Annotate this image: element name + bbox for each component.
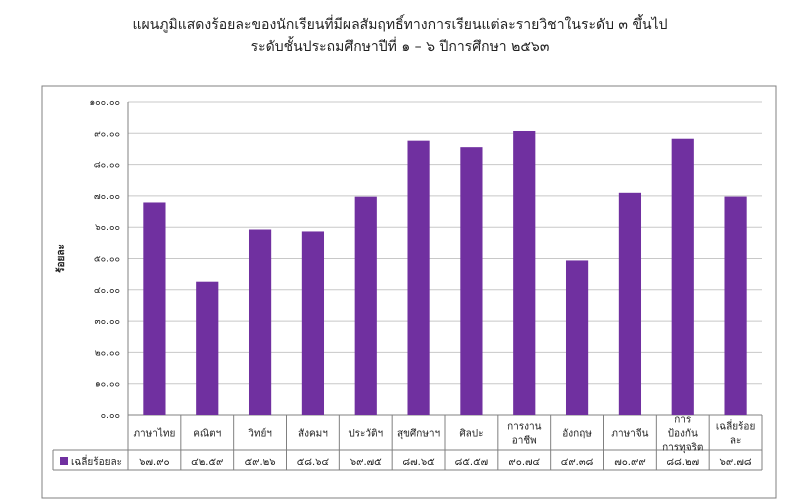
bar bbox=[460, 147, 483, 415]
value-label: ๖๙.๗๕ bbox=[350, 457, 382, 468]
category-label: การทุจริต bbox=[662, 443, 703, 454]
value-label: ๘๕.๕๗ bbox=[455, 457, 489, 468]
value-label: ๕๘.๖๔ bbox=[297, 457, 330, 468]
category-label: การ bbox=[674, 415, 692, 426]
y-tick-label: ๗๐.๐๐ bbox=[94, 192, 120, 202]
value-label: ๘๗.๖๕ bbox=[402, 457, 435, 468]
value-label: ๖๙.๗๘ bbox=[720, 457, 752, 468]
bar bbox=[354, 196, 377, 415]
category-label: ป้องกัน bbox=[668, 428, 698, 440]
category-label: ศิลปะ bbox=[459, 429, 483, 440]
y-tick-label: ๔๐.๐๐ bbox=[94, 286, 120, 296]
bar bbox=[724, 196, 747, 415]
y-tick-label: ๓๐.๐๐ bbox=[95, 317, 121, 327]
category-label: ละ bbox=[730, 436, 742, 447]
category-label: สังคมฯ bbox=[298, 429, 328, 440]
category-label: อังกฤษ bbox=[562, 429, 592, 440]
category-label: ประวัติฯ bbox=[348, 429, 383, 440]
y-tick-label: ๐.๐๐ bbox=[101, 411, 120, 421]
legend-swatch bbox=[60, 457, 68, 465]
legend-label: เฉลี่ยร้อยละ bbox=[71, 454, 122, 468]
category-label: ภาษาไทย bbox=[133, 428, 175, 440]
category-label: เฉลี่ยร้อย bbox=[716, 419, 755, 433]
y-tick-label: ๑๐๐.๐๐ bbox=[89, 98, 120, 108]
chart-frame bbox=[41, 85, 777, 499]
value-label: ๙๐.๗๔ bbox=[508, 457, 540, 468]
category-label: สุขศึกษาฯ bbox=[397, 428, 440, 440]
category-label: วิทย์ฯ bbox=[248, 428, 272, 440]
value-label: ๔๙.๓๘ bbox=[561, 457, 594, 468]
bar bbox=[143, 202, 166, 415]
category-label: ภาษาจีน bbox=[611, 428, 648, 440]
bar bbox=[407, 140, 430, 415]
bar bbox=[196, 281, 219, 415]
category-label: การงาน bbox=[507, 422, 542, 433]
bar bbox=[248, 229, 272, 415]
y-tick-label: ๖๐.๐๐ bbox=[95, 223, 120, 233]
bar bbox=[671, 138, 694, 415]
bar bbox=[565, 260, 589, 415]
y-tick-label: ๙๐.๐๐ bbox=[94, 129, 120, 139]
chart-title-line-2: ระดับชั้นประถมศึกษาปีที่ ๑ – ๖ ปีการศึกษ… bbox=[250, 39, 550, 55]
bar bbox=[513, 130, 536, 415]
value-label: ๕๙.๒๖ bbox=[245, 457, 276, 468]
value-label: ๖๗.๙๐ bbox=[139, 457, 169, 468]
category-label: อาชีพ bbox=[512, 435, 537, 447]
bar bbox=[618, 192, 642, 415]
value-label: ๔๒.๕๙ bbox=[191, 457, 223, 468]
chart-title-line-1: แผนภูมิแสดงร้อยละของนักเรียนที่มีผลสัมฤท… bbox=[132, 17, 668, 33]
bar bbox=[301, 231, 325, 415]
value-label: ๗๐.๙๙ bbox=[614, 457, 645, 468]
y-axis-label: ร้อยละ bbox=[55, 244, 67, 273]
chart-title: แผนภูมิแสดงร้อยละของนักเรียนที่มีผลสัมฤท… bbox=[0, 14, 800, 58]
y-tick-label: ๒๐.๐๐ bbox=[95, 348, 120, 358]
category-label: คณิตฯ bbox=[193, 429, 221, 440]
y-tick-label: ๕๐.๐๐ bbox=[94, 255, 120, 265]
value-label: ๘๘.๒๗ bbox=[666, 457, 699, 468]
y-tick-label: ๑๐.๐๐ bbox=[95, 380, 120, 390]
y-tick-label: ๘๐.๐๐ bbox=[94, 161, 120, 171]
